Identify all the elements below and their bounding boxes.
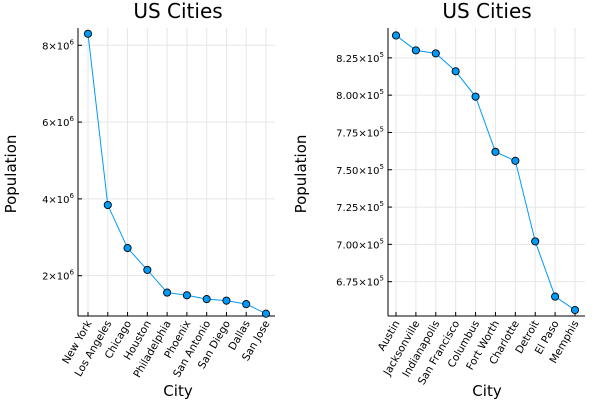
y-tick-label: 8.25×105 [336,51,384,65]
grid-lines [78,28,275,316]
data-point [83,29,93,38]
data-point [511,156,520,165]
data-point [391,31,401,40]
left-chart-panel: US Cities City Population 2×106 4×106 6×10… [2,0,275,400]
data-point [202,295,211,304]
data-point [261,309,271,318]
right-chart-panel: US Cities City Population 6.75×105 7.00×1… [292,0,585,400]
y-tick-label: 6.75×105 [336,275,384,289]
y-tick-label: 6×106 [42,115,74,129]
y-tick-label: 7.25×105 [336,200,384,214]
data-point [143,265,152,274]
data-point [242,300,251,309]
data-point [531,237,540,246]
y-tick-label: 8×106 [42,38,74,52]
data-point [471,92,480,101]
data-point [570,305,580,315]
data-point [551,292,560,301]
y-tick-label: 7.50×105 [336,163,384,177]
grid-lines [388,28,585,316]
x-axis-label: City [472,382,502,400]
y-tick-label: 4×106 [42,192,74,206]
data-point [431,49,440,58]
series-line [87,33,267,315]
y-tick-label: 7.75×105 [336,125,384,139]
y-tick-label: 8.00×105 [336,88,384,102]
y-axis-label: Population [2,135,20,214]
y-tick-label: 7.00×105 [336,237,384,251]
y-tick-label: 2×106 [42,269,74,283]
data-point [123,243,132,253]
y-axis-label: Population [292,135,310,214]
data-point [451,67,460,76]
data-point [491,147,500,156]
series-line [395,35,576,311]
data-point [103,200,112,210]
chart-title: US Cities [442,0,531,23]
data-point [411,46,420,55]
chart-title: US Cities [133,0,222,23]
data-point [222,296,231,305]
x-axis-label: City [163,382,193,400]
data-point [163,288,172,297]
data-point [182,291,191,300]
